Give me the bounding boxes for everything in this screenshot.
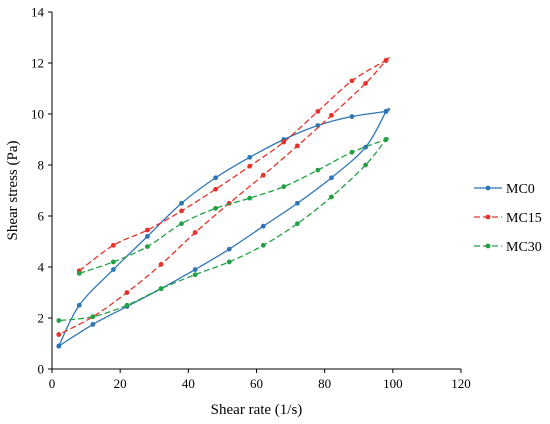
y-tick-label: 6 [38, 209, 45, 224]
data-point-mc15 [158, 262, 164, 267]
data-point-mc0 [349, 114, 355, 119]
data-point-mc30 [295, 221, 300, 227]
data-point-mc0 [226, 246, 232, 252]
data-point-mc15 [247, 163, 253, 169]
legend-swatch-marker [485, 214, 491, 220]
data-point-mc30 [226, 259, 232, 265]
data-point-mc30 [179, 221, 184, 227]
series-mc15 [56, 57, 391, 337]
legend-swatch-marker [485, 243, 491, 249]
data-point-mc30 [124, 302, 130, 308]
data-point-mc15 [281, 139, 287, 145]
legend-label: MC0 [506, 182, 535, 197]
series-line-mc0 [58, 107, 391, 347]
data-point-mc30 [363, 162, 368, 168]
y-axis-title: Shear stress (Pa) [5, 141, 21, 241]
x-tick-label: 60 [250, 376, 263, 391]
data-point-mc30 [281, 184, 287, 190]
data-point-mc0 [110, 267, 116, 272]
y-tick-label: 12 [31, 56, 44, 71]
data-point-mc30 [315, 167, 321, 173]
data-point-mc30 [260, 242, 266, 248]
data-point-mc0 [90, 321, 96, 327]
data-point-mc30 [110, 259, 116, 265]
data-point-mc15 [349, 78, 355, 84]
x-tick-label: 40 [182, 376, 195, 391]
data-point-mc0 [213, 175, 219, 181]
data-point-mc0 [329, 175, 334, 181]
x-tick-label: 20 [114, 376, 127, 391]
legend-item-mc30: MC30 [474, 240, 542, 255]
data-point-mc15 [315, 109, 321, 114]
legend-item-mc0: MC0 [474, 182, 535, 197]
data-point-mc0 [315, 123, 321, 128]
legend: MC0 MC15 MC30 [474, 182, 542, 255]
data-point-mc30 [329, 194, 334, 200]
data-point-mc15 [213, 186, 219, 192]
data-point-mc15 [124, 290, 130, 295]
legend-label: MC15 [506, 211, 542, 226]
y-tick-label: 14 [31, 5, 45, 20]
data-point-mc30 [349, 149, 355, 155]
y-tick-label: 4 [38, 260, 45, 275]
x-tick-label: 80 [318, 376, 331, 391]
x-tick-label: 100 [383, 376, 403, 391]
data-point-mc0 [295, 200, 300, 206]
data-point-mc15 [260, 172, 266, 178]
y-tick-label: 2 [38, 311, 45, 326]
data-point-mc0 [76, 302, 82, 308]
x-tick-label: 120 [451, 376, 471, 391]
data-point-mc15 [329, 112, 334, 118]
data-point-mc0 [56, 343, 62, 349]
legend-label: MC30 [506, 240, 542, 255]
series-mc30 [56, 136, 391, 323]
data-point-mc0 [247, 154, 253, 160]
axes: 0 2 4 6 8 10 12 14 0 20 40 60 80 100 120 [31, 5, 471, 392]
series-line-mc15 [58, 57, 391, 336]
data-point-mc15 [145, 227, 150, 233]
data-point-mc0 [383, 109, 389, 114]
data-point-mc30 [145, 244, 150, 250]
data-point-mc0 [192, 267, 198, 272]
data-point-mc15 [110, 242, 116, 248]
data-point-mc30 [192, 272, 198, 278]
data-point-mc15 [192, 230, 198, 235]
data-point-mc30 [247, 195, 253, 201]
data-point-mc30 [90, 314, 96, 320]
data-point-mc15 [383, 58, 389, 63]
legend-swatch-marker [485, 185, 491, 191]
series-layer [56, 57, 391, 349]
data-point-mc15 [179, 208, 184, 214]
data-point-mc30 [213, 205, 219, 211]
x-tick-label: 0 [49, 376, 56, 391]
series-mc0 [56, 107, 391, 349]
data-point-mc30 [56, 318, 62, 323]
y-tick-label: 8 [38, 158, 45, 173]
data-point-mc15 [56, 332, 62, 337]
legend-item-mc15: MC15 [474, 211, 542, 226]
data-point-mc0 [179, 200, 184, 206]
data-point-mc30 [158, 286, 164, 292]
x-axis-title: Shear rate (1/s) [211, 402, 303, 418]
y-tick-label: 0 [38, 362, 45, 377]
data-point-mc15 [363, 81, 368, 86]
data-point-mc0 [145, 234, 150, 239]
series-line-mc30 [58, 136, 391, 322]
data-point-mc30 [76, 270, 82, 276]
data-point-mc30 [383, 137, 389, 142]
data-point-mc15 [295, 143, 300, 149]
data-point-mc0 [260, 223, 266, 229]
y-tick-label: 10 [31, 107, 44, 122]
